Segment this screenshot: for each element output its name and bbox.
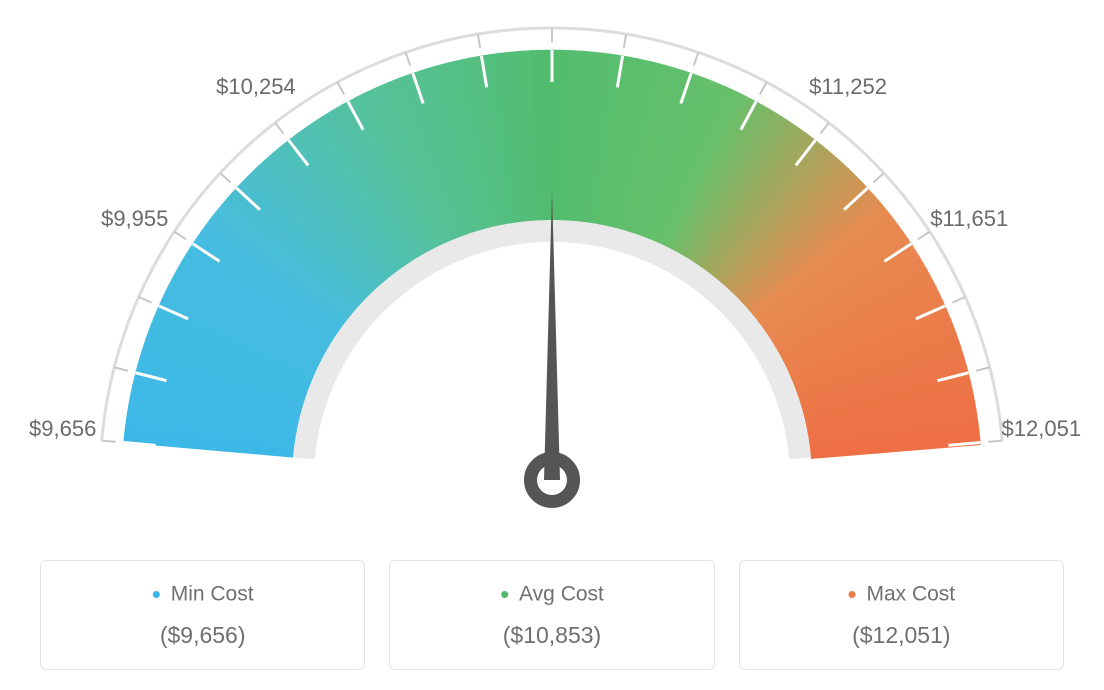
legend-card-max: • Max Cost ($12,051)	[739, 560, 1064, 670]
legend-title-max: • Max Cost	[750, 579, 1053, 610]
gauge-tick-label: $11,651	[930, 206, 1008, 232]
legend-value-min: ($9,656)	[51, 622, 354, 649]
legend-card-avg: • Avg Cost ($10,853)	[389, 560, 714, 670]
gauge-svg	[0, 0, 1104, 540]
legend-value-max: ($12,051)	[750, 622, 1053, 649]
legend-row: • Min Cost ($9,656) • Avg Cost ($10,853)…	[0, 560, 1104, 670]
dot-icon: •	[152, 579, 161, 609]
dot-icon: •	[500, 579, 509, 609]
gauge-chart: $9,656 $9,955 $10,254 $10,853 $11,252 $11,651…	[0, 0, 1104, 540]
gauge-tick-label: $9,656	[29, 416, 96, 442]
gauge-tick-label: $9,955	[101, 206, 168, 232]
legend-card-min: • Min Cost ($9,656)	[40, 560, 365, 670]
legend-label-max: Max Cost	[866, 583, 955, 606]
gauge-tick-label: $10,853	[512, 0, 592, 1]
legend-label-min: Min Cost	[171, 583, 254, 606]
gauge-tick-label: $12,051	[1002, 416, 1082, 442]
dot-icon: •	[848, 579, 857, 609]
gauge-tick-label: $11,252	[809, 74, 887, 100]
legend-title-min: • Min Cost	[51, 579, 354, 610]
legend-title-avg: • Avg Cost	[400, 579, 703, 610]
gauge-tick-label: $10,254	[216, 74, 296, 100]
legend-label-avg: Avg Cost	[519, 583, 604, 606]
legend-value-avg: ($10,853)	[400, 622, 703, 649]
